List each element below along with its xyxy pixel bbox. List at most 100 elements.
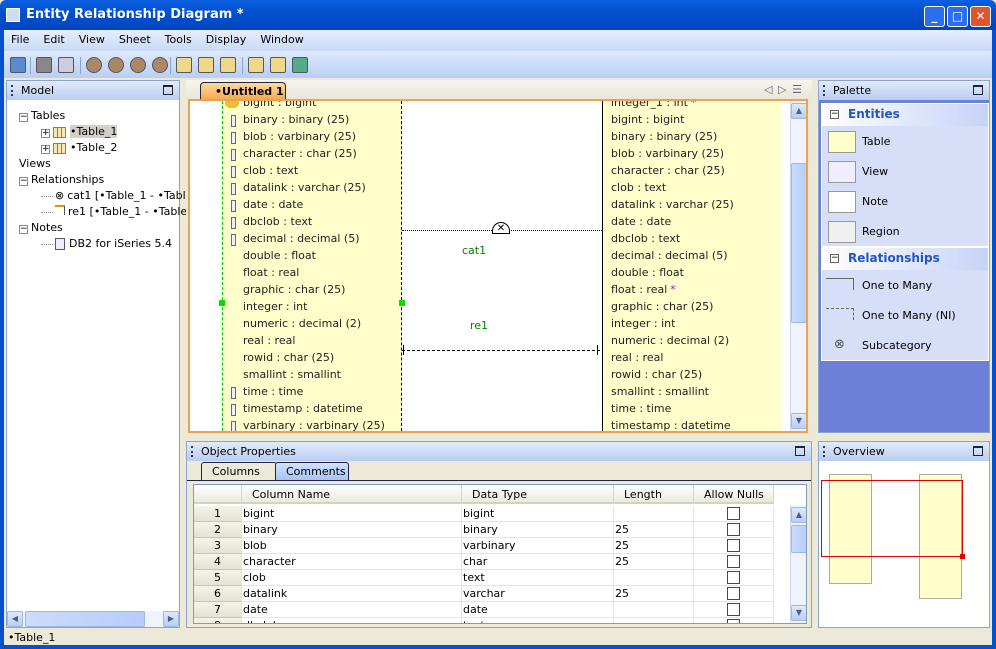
grid-cell[interactable]: 25 bbox=[614, 586, 694, 602]
grid-cell[interactable]: datalink bbox=[242, 586, 462, 602]
column-row[interactable]: smallint : smallint bbox=[243, 368, 341, 385]
relationship-line[interactable] bbox=[402, 350, 600, 351]
allow-nulls-checkbox[interactable] bbox=[727, 571, 740, 584]
grid-cell[interactable]: dbclob bbox=[242, 618, 462, 623]
grid-cell[interactable]: 25 bbox=[614, 554, 694, 570]
grid-cell[interactable]: character bbox=[242, 554, 462, 570]
palette-item-table[interactable]: Table bbox=[822, 128, 988, 156]
menu-file[interactable]: File bbox=[11, 33, 30, 46]
minimize-button[interactable]: _ bbox=[924, 6, 945, 27]
collapse-icon[interactable]: − bbox=[830, 109, 839, 119]
column-row[interactable]: integer : int bbox=[243, 300, 307, 317]
grid-vertical-scrollbar[interactable]: ▲ ▼ bbox=[790, 505, 806, 623]
column-row[interactable]: numeric : decimal (2) bbox=[243, 317, 361, 334]
menu-sheet[interactable]: Sheet bbox=[118, 33, 151, 46]
zoom-fit-icon[interactable] bbox=[152, 57, 168, 73]
grid-cell[interactable]: date bbox=[462, 602, 614, 618]
grid-icon[interactable] bbox=[58, 57, 74, 73]
grid-cell[interactable]: binary bbox=[242, 522, 462, 538]
selection-handle[interactable] bbox=[399, 300, 405, 306]
tree-node[interactable]: + •Table_2 bbox=[41, 141, 117, 154]
scroll-right-button[interactable]: ▶ bbox=[163, 611, 179, 627]
view-full-icon[interactable] bbox=[248, 57, 264, 73]
grid-cell[interactable]: bigint bbox=[242, 506, 462, 522]
allow-nulls-checkbox[interactable] bbox=[727, 603, 740, 616]
column-row[interactable]: time : time bbox=[611, 402, 671, 419]
allow-nulls-checkbox[interactable] bbox=[727, 555, 740, 568]
maximize-icon[interactable] bbox=[795, 446, 805, 456]
menu-tools[interactable]: Tools bbox=[164, 33, 192, 46]
expand-icon[interactable]: + bbox=[41, 128, 50, 138]
column-row[interactable]: binary : binary (25) bbox=[231, 113, 349, 130]
tree-node[interactable]: − Tables bbox=[19, 109, 65, 122]
column-row[interactable]: float : real bbox=[243, 266, 299, 283]
column-header[interactable]: Allow Nulls bbox=[694, 485, 774, 504]
scroll-thumb[interactable] bbox=[791, 525, 806, 553]
grid-cell[interactable]: date bbox=[242, 602, 462, 618]
column-row[interactable]: integer_1 : int * bbox=[611, 101, 696, 113]
allow-nulls-checkbox[interactable] bbox=[727, 539, 740, 552]
close-button[interactable]: ✕ bbox=[970, 6, 991, 27]
column-row[interactable]: numeric : decimal (2) bbox=[611, 334, 729, 351]
maximize-icon[interactable] bbox=[973, 446, 983, 456]
column-row[interactable]: real : real bbox=[611, 351, 663, 368]
column-row[interactable]: double : float bbox=[243, 249, 316, 266]
zoom-out-icon[interactable] bbox=[130, 57, 146, 73]
tab-untitled-1[interactable]: •Untitled 1 bbox=[200, 82, 286, 100]
menu-view[interactable]: View bbox=[78, 33, 105, 46]
grid-cell[interactable]: text bbox=[462, 570, 614, 586]
column-header[interactable]: Column Name bbox=[242, 485, 462, 504]
row-number[interactable]: 1 bbox=[194, 506, 242, 522]
row-number[interactable]: 8 bbox=[194, 618, 242, 623]
cat1-label[interactable]: cat1 bbox=[462, 244, 487, 257]
column-row[interactable]: graphic : char (25) bbox=[611, 300, 713, 317]
table-name-icon[interactable] bbox=[220, 57, 236, 73]
model-horizontal-scrollbar[interactable]: ◀ ▶ bbox=[7, 611, 179, 627]
row-number[interactable]: 7 bbox=[194, 602, 242, 618]
column-row[interactable]: date : date bbox=[611, 215, 671, 232]
row-number[interactable]: 4 bbox=[194, 554, 242, 570]
canvas-vertical-scrollbar[interactable]: ▲ ▼ bbox=[790, 101, 806, 431]
zoom-in-icon[interactable] bbox=[108, 57, 124, 73]
tab-next-icon[interactable]: ▷ bbox=[778, 83, 787, 96]
palette-section-header[interactable]: − Entities bbox=[822, 104, 988, 126]
column-row[interactable]: clob : text bbox=[231, 164, 298, 181]
entity-table-1[interactable]: bigint : bigint binary : binary (25) blob … bbox=[222, 101, 402, 431]
palette-item-view[interactable]: View bbox=[822, 158, 988, 186]
tree-node[interactable]: − Notes bbox=[19, 221, 63, 234]
column-row[interactable]: binary : binary (25) bbox=[611, 130, 717, 147]
collapse-icon[interactable]: − bbox=[19, 112, 28, 122]
tree-node[interactable]: − Relationships bbox=[19, 173, 104, 186]
column-row[interactable]: real : real bbox=[243, 334, 295, 351]
table-full-icon[interactable] bbox=[176, 57, 192, 73]
save-icon[interactable] bbox=[10, 57, 26, 73]
grid-cell[interactable]: varbinary bbox=[462, 538, 614, 554]
column-row[interactable]: bigint : bigint bbox=[611, 113, 684, 130]
diagram-canvas[interactable]: bigint : bigint binary : binary (25) blob … bbox=[188, 99, 808, 433]
column-row[interactable]: date : date bbox=[231, 198, 303, 215]
grid-cell[interactable]: blob bbox=[242, 538, 462, 554]
column-row[interactable]: blob : varbinary (25) bbox=[611, 147, 724, 164]
scroll-down-button[interactable]: ▼ bbox=[791, 605, 806, 621]
table-keys-icon[interactable] bbox=[198, 57, 214, 73]
palette-item-one-to-many[interactable]: One to Many bbox=[822, 272, 988, 300]
tree-node[interactable]: DB2 for iSeries 5.4 bbox=[41, 237, 172, 250]
column-row[interactable]: varbinary : varbinary (25) bbox=[231, 419, 385, 431]
column-row[interactable]: rowid : char (25) bbox=[611, 368, 702, 385]
grid-cell[interactable]: binary bbox=[462, 522, 614, 538]
tab-list-icon[interactable]: ☰ bbox=[792, 83, 802, 96]
column-row[interactable]: datalink : varchar (25) bbox=[231, 181, 366, 198]
expand-icon[interactable]: + bbox=[41, 144, 50, 154]
tree-node[interactable]: re1 [•Table_1 - •Table_2] bbox=[41, 205, 204, 218]
column-row[interactable]: timestamp : datetime bbox=[231, 402, 363, 419]
menu-window[interactable]: Window bbox=[260, 33, 304, 46]
column-row[interactable]: double : float bbox=[611, 266, 684, 283]
palette-item-region[interactable]: Region bbox=[822, 218, 988, 246]
row-number[interactable]: 6 bbox=[194, 586, 242, 602]
tab-columns[interactable]: Columns bbox=[201, 462, 277, 480]
row-number[interactable]: 5 bbox=[194, 570, 242, 586]
column-header[interactable]: Data Type bbox=[462, 485, 614, 504]
menu-display[interactable]: Display bbox=[205, 33, 247, 46]
collapse-icon[interactable]: − bbox=[19, 224, 28, 234]
collapse-icon[interactable]: − bbox=[19, 176, 28, 186]
